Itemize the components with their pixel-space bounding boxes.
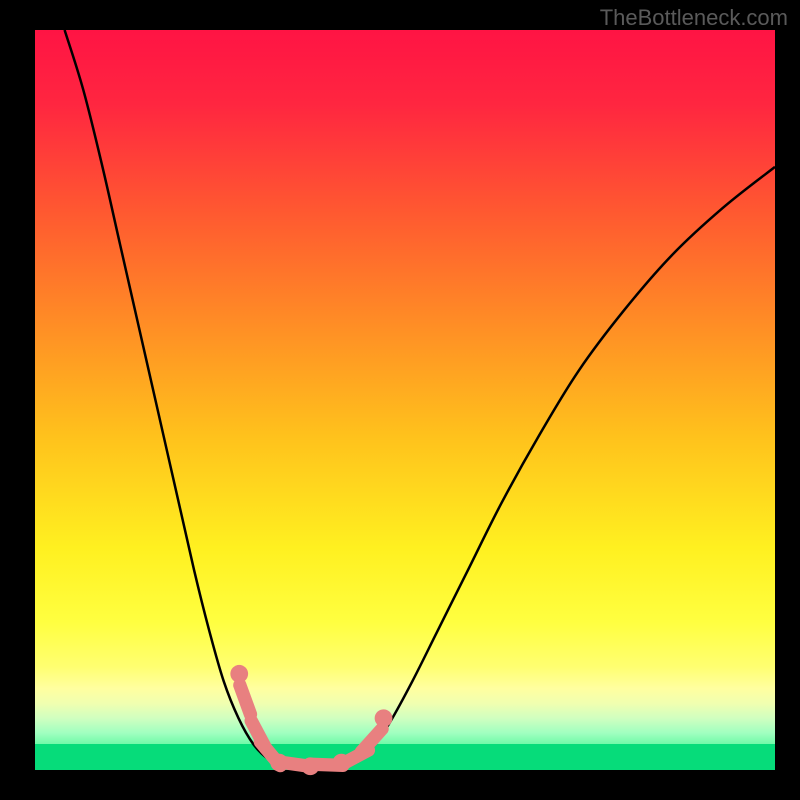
watermark-text: TheBottleneck.com: [600, 5, 788, 31]
marker-dot: [375, 709, 393, 727]
marker-dot: [301, 757, 319, 775]
curve-markers: [230, 665, 392, 775]
bottleneck-curve: [35, 30, 775, 770]
marker-dot: [230, 665, 248, 683]
marker-dot: [270, 754, 288, 772]
curve-line: [65, 30, 775, 769]
marker-dot: [332, 754, 350, 772]
plot-area: [35, 30, 775, 770]
